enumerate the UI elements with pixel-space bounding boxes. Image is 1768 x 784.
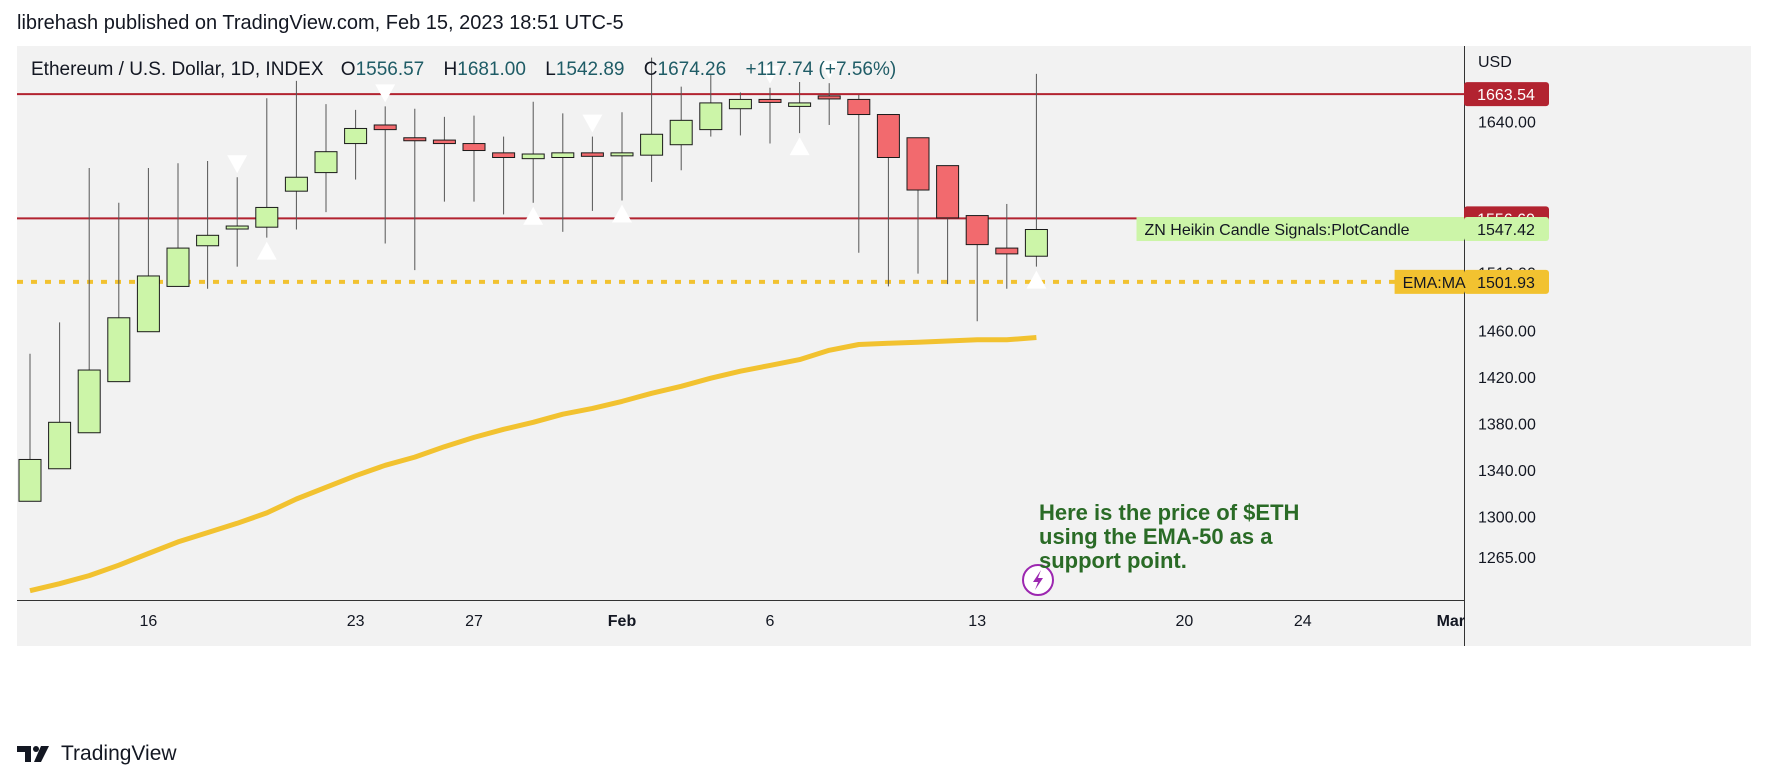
ema-line (29, 335, 1037, 594)
candle-body (18, 458, 42, 502)
y-tick-label: 1460.00 (1478, 324, 1536, 341)
x-tick-label: Mar (1437, 613, 1465, 630)
sell-signal-triangle (582, 114, 603, 133)
sell-signal-triangle (375, 84, 396, 103)
candle-body (669, 119, 693, 146)
price-label-value: 1663.54 (1477, 87, 1535, 104)
candle-body (432, 139, 456, 145)
chart-annotation: Here is the price of $ETH using the EMA-… (1039, 500, 1300, 573)
candle-body (48, 421, 72, 470)
candle-body (107, 317, 131, 383)
buy-signal-triangle (1026, 270, 1047, 289)
x-tick-label: 23 (347, 613, 365, 630)
candle-body (373, 124, 397, 131)
candle-body (699, 102, 723, 131)
high-label: H (443, 59, 458, 80)
low-label: L (545, 59, 556, 80)
indicator-name-label: EMA:MA (1403, 275, 1466, 292)
candle-body (77, 369, 101, 434)
indicator-name-box (1136, 217, 1464, 242)
candle-body (1024, 229, 1048, 257)
y-tick-label: 1420.00 (1478, 370, 1536, 387)
open-label: O (340, 59, 356, 80)
candle-body (314, 151, 338, 174)
chart-panel[interactable]: USD1640.001510.001460.001420.001380.0013… (17, 46, 1751, 722)
buy-signal-triangle (789, 137, 810, 156)
price-label-box (1464, 217, 1549, 242)
candle-body (906, 137, 930, 191)
lightning-glyph (1033, 570, 1043, 590)
x-tick-label: 24 (1294, 613, 1312, 630)
price-label-box (1464, 269, 1549, 294)
price-label-value: 1501.93 (1477, 275, 1535, 292)
tradingview-logo[interactable]: TradingView (17, 740, 177, 768)
candle-body (551, 152, 575, 158)
price-label-box (1464, 82, 1549, 107)
candle-body (166, 247, 190, 287)
x-tick-label: 20 (1176, 613, 1194, 630)
publisher-line: librehash published on TradingView.com, … (17, 12, 624, 34)
candle-body (728, 98, 752, 110)
buy-signal-triangle (612, 204, 632, 223)
candle-body (788, 102, 812, 107)
candle-body (225, 225, 249, 230)
sell-signal-triangle (760, 65, 780, 84)
y-tick-label: 1640.00 (1478, 114, 1536, 131)
buy-signal-triangle (523, 206, 544, 225)
candle-body (492, 152, 516, 158)
candle-body (344, 127, 368, 145)
candle-body (403, 137, 427, 142)
tradingview-logo-icon (17, 746, 49, 762)
y-tick-label: 1265.00 (1478, 550, 1536, 567)
candle-body (965, 215, 989, 246)
sell-signal-triangle (819, 61, 840, 80)
open-value: 1556.57 (355, 59, 425, 80)
close-value: 1674.26 (657, 59, 727, 80)
change-value: +117.74 (+7.56%) (745, 59, 897, 80)
candle-body (995, 247, 1019, 255)
currency-label: USD (1478, 54, 1512, 71)
y-tick-label: 1380.00 (1478, 416, 1536, 433)
y-tick-label: 1300.00 (1478, 509, 1536, 526)
x-tick-label: 6 (766, 613, 775, 630)
candle-body (462, 143, 486, 152)
candle-body (936, 165, 960, 219)
price-label-value: 1547.42 (1477, 222, 1535, 239)
x-tick-label: 13 (968, 613, 986, 630)
candle-body (640, 133, 664, 156)
symbol-legend: Ethereum / U.S. Dollar, 1D, INDEX O1556.… (31, 59, 896, 81)
candle-body (255, 206, 279, 228)
candlestick-chart[interactable]: USD1640.001510.001460.001420.001380.0013… (17, 46, 1751, 722)
buy-signal-triangle (256, 241, 277, 260)
low-value: 1542.89 (555, 59, 625, 80)
tradingview-brand: TradingView (61, 742, 177, 765)
indicator-name-label: ZN Heikin Candle Signals:PlotCandle (1145, 222, 1410, 239)
candle-body (876, 114, 900, 158)
candle-body (196, 234, 220, 247)
close-label: C (643, 59, 658, 80)
candle-body (521, 153, 545, 160)
x-tick-label: Feb (608, 613, 637, 630)
x-tick-label: 16 (140, 613, 158, 630)
candle-body (847, 98, 871, 116)
candle-body (817, 95, 841, 100)
symbol-name: Ethereum / U.S. Dollar, 1D, INDEX (31, 59, 324, 80)
x-tick-label: 27 (465, 613, 483, 630)
y-tick-label: 1340.00 (1478, 463, 1536, 480)
indicator-name-box (1394, 269, 1464, 294)
candle-body (136, 275, 160, 333)
candle-body (758, 98, 782, 103)
candle-body (610, 152, 634, 157)
sell-signal-triangle (227, 155, 248, 174)
high-value: 1681.00 (457, 59, 526, 80)
candle-body (284, 176, 308, 192)
candle-body (580, 152, 604, 157)
